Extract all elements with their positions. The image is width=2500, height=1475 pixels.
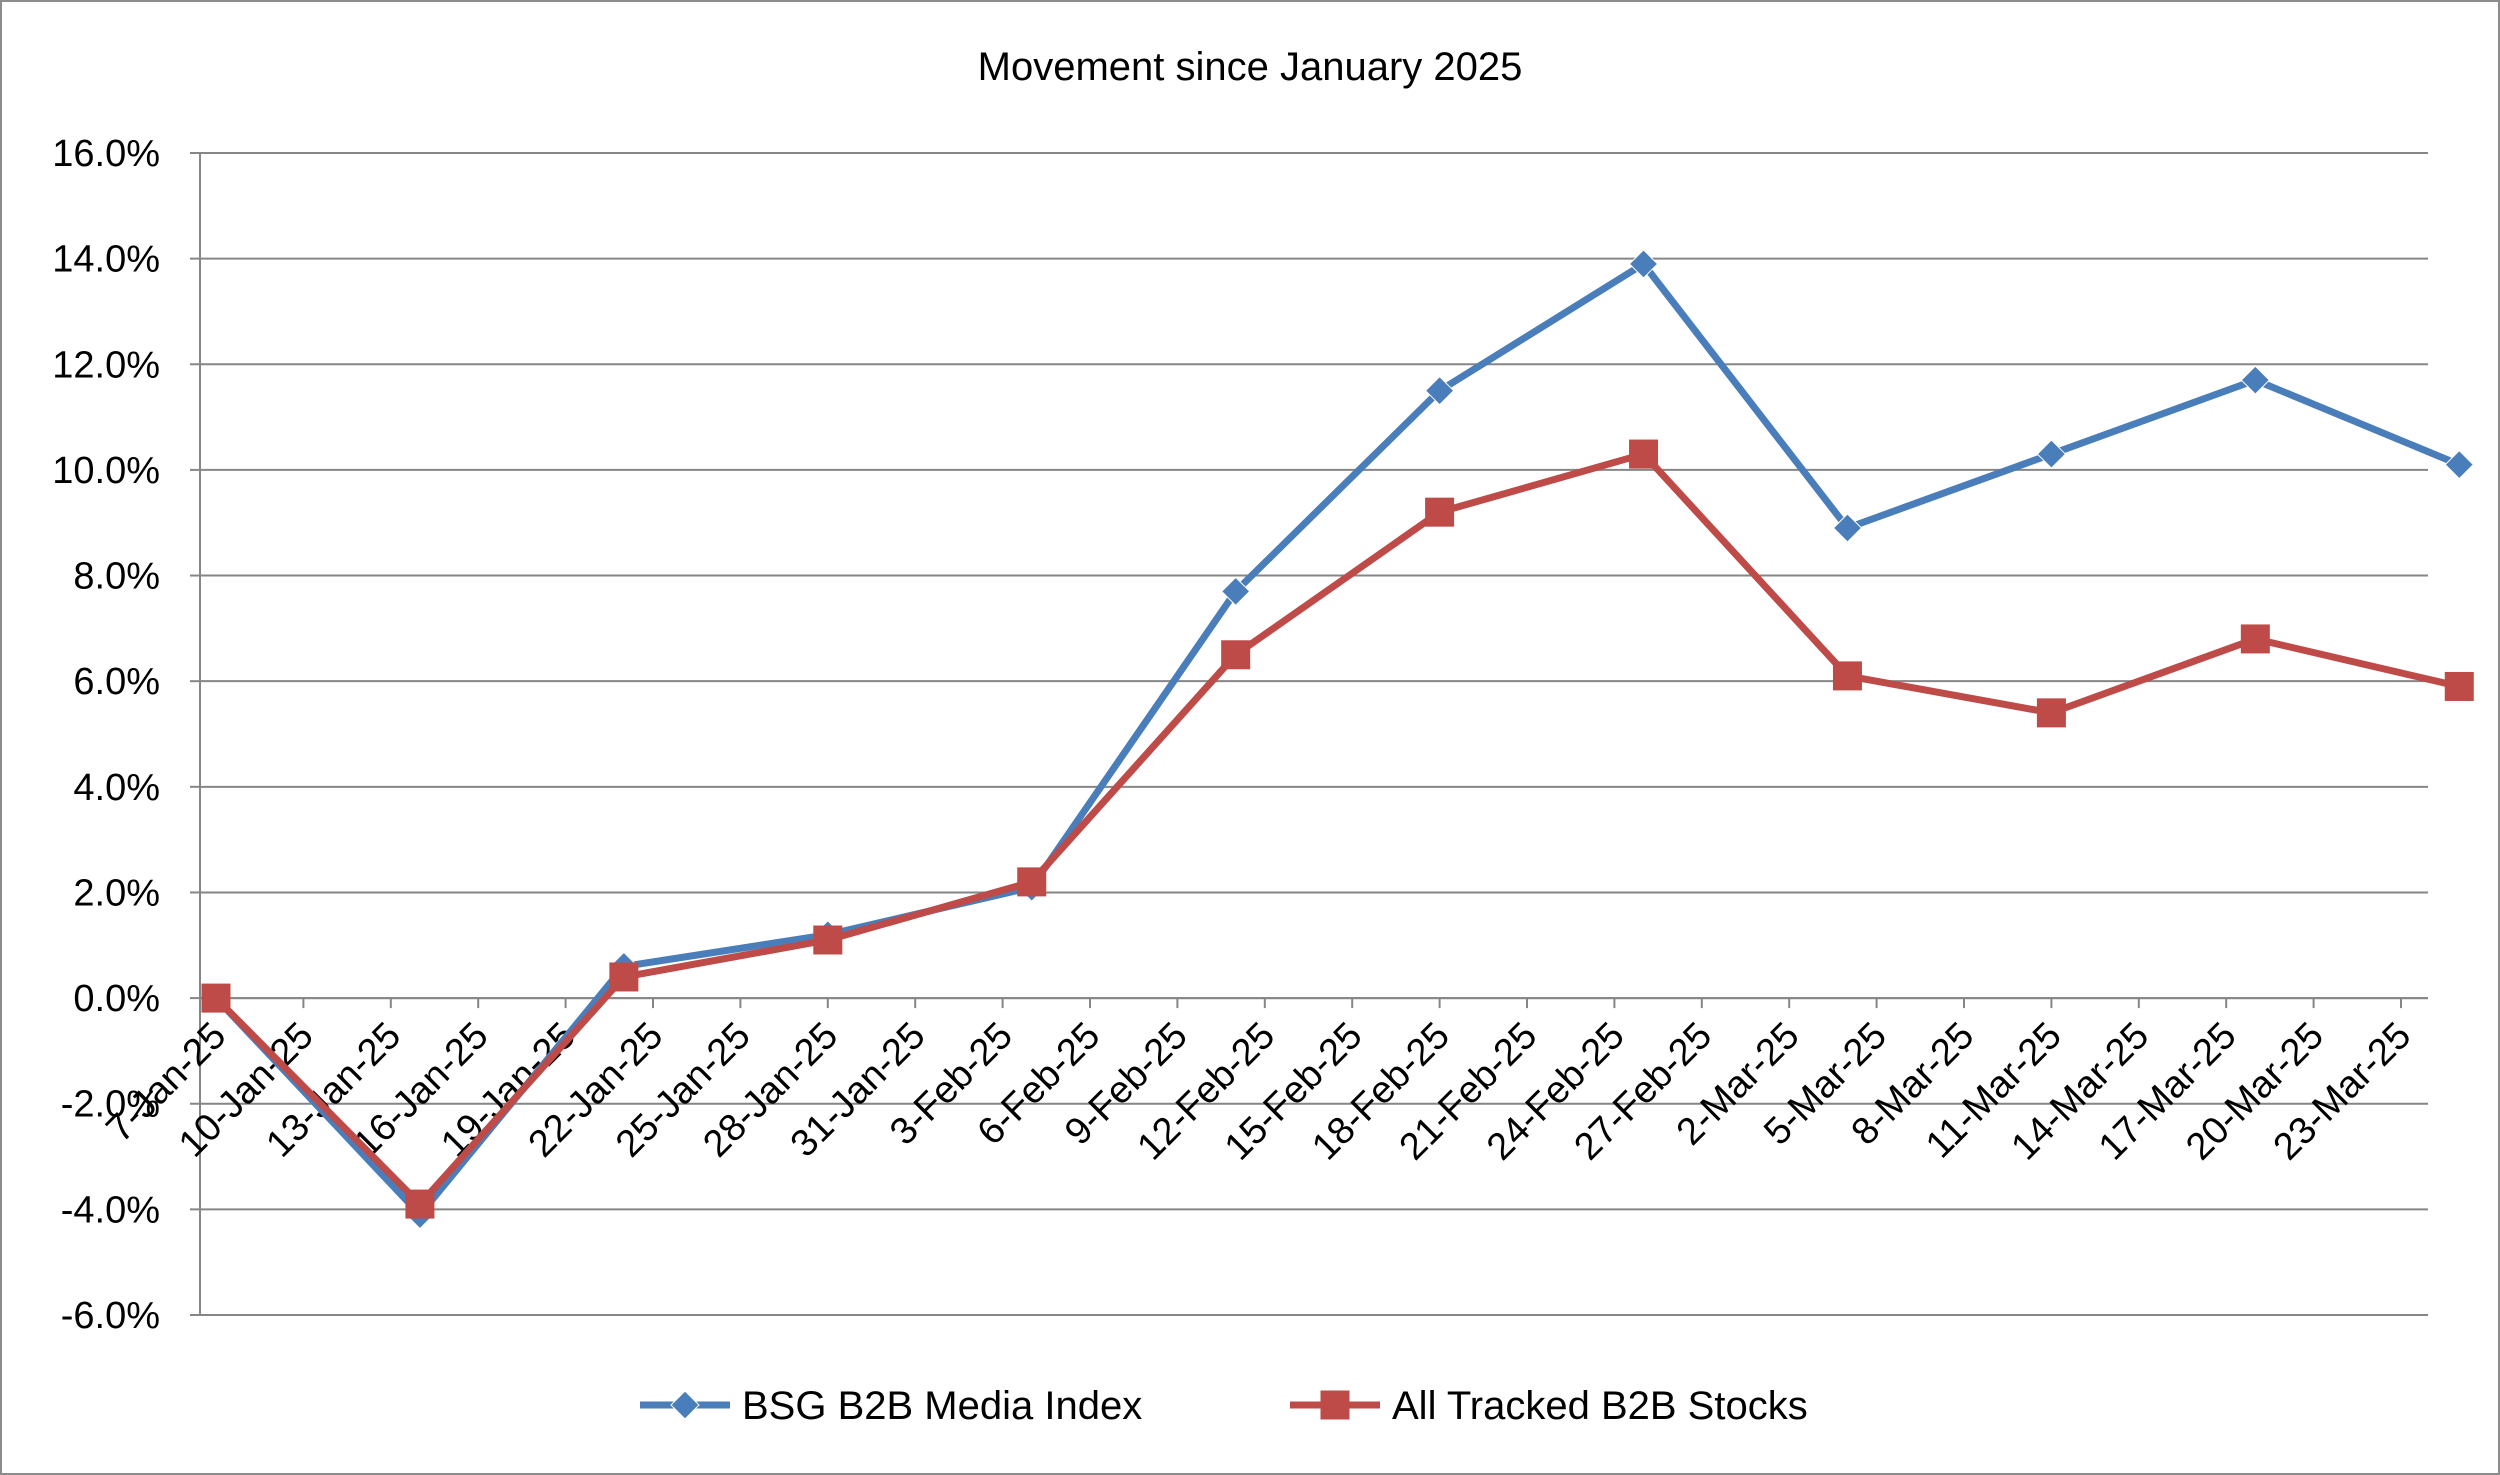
data-point-square	[1017, 867, 1047, 897]
data-point-diamond	[1424, 375, 1455, 406]
y-tick-label: 4.0%	[73, 767, 160, 809]
y-tick-label: 14.0%	[52, 239, 160, 281]
legend-item-1: BSG B2B Media Index	[640, 1384, 1142, 1428]
y-tick-label: -6.0%	[61, 1295, 160, 1337]
series-2	[201, 439, 2474, 1219]
y-tick-label: 10.0%	[52, 450, 160, 492]
legend-label: BSG B2B Media Index	[742, 1384, 1142, 1428]
data-point-square	[1221, 640, 1251, 670]
y-axis: 16.0% 14.0% 12.0% 10.0% 8.0% 6.0% 4.0% 2.0% 0.0%…	[52, 133, 201, 1337]
legend-marker-square	[1320, 1390, 1350, 1420]
data-point-square	[405, 1189, 435, 1219]
y-tick-label: 2.0%	[73, 872, 160, 914]
series-line	[212, 260, 2463, 1219]
y-tick-label: 6.0%	[73, 661, 160, 703]
data-point-square	[1425, 497, 1455, 527]
legend: BSG B2B Media Index All Tracked B2B Stock…	[640, 1384, 1808, 1428]
y-tick-label: -2.0%	[61, 1084, 160, 1126]
legend-marker-diamond	[670, 1390, 700, 1420]
legend-label: All Tracked B2B Stocks	[1392, 1384, 1808, 1428]
y-tick-label: -4.0%	[61, 1189, 160, 1231]
data-point-square	[2036, 698, 2066, 728]
data-point-diamond	[1220, 576, 1251, 607]
data-point-square	[813, 925, 843, 955]
data-point-diamond	[2444, 449, 2474, 480]
legend-item-2: All Tracked B2B Stocks	[1290, 1384, 1808, 1428]
y-tick-label: 0.0%	[73, 978, 160, 1020]
data-point-square	[1832, 661, 1862, 691]
data-point-square	[609, 962, 639, 992]
data-point-diamond	[1628, 249, 1659, 279]
data-point-square	[2240, 624, 2270, 654]
data-point-square	[1629, 439, 1659, 469]
series-line	[212, 450, 2463, 1208]
series-group	[201, 249, 2474, 1230]
y-tick-label: 8.0%	[73, 556, 160, 598]
data-point-square	[201, 983, 231, 1013]
data-point-square	[2444, 671, 2474, 701]
data-point-diamond	[2240, 365, 2271, 395]
y-tick-label: 12.0%	[52, 344, 160, 386]
y-tick-label: 16.0%	[52, 133, 160, 175]
chart-title: Movement since January 2025	[978, 45, 1523, 89]
data-point-diamond	[2036, 439, 2067, 469]
data-point-diamond	[1832, 513, 1863, 543]
